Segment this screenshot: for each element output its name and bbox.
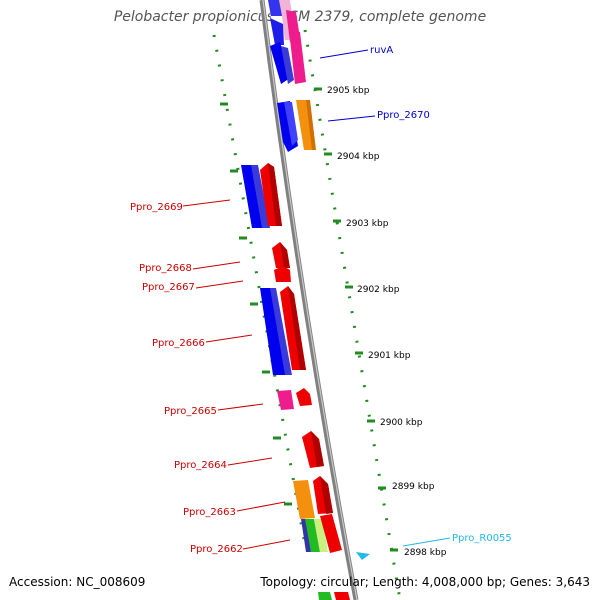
scale-label: 2898 kbp	[404, 548, 447, 558]
gene-labels: ruvA Ppro_2670 Ppro_2669 Ppro_2668 Ppro_…	[130, 45, 512, 555]
gene-Ppro_R0055	[356, 552, 370, 560]
gene-Ppro_2667	[274, 266, 291, 282]
label-leaders	[182, 49, 451, 550]
gene-Ppro_2665-pink	[277, 390, 294, 410]
gene-Ppro_2666-blue	[260, 288, 288, 375]
gene-Ppro_2662	[301, 519, 311, 552]
scale-label: 2903 kbp	[346, 219, 389, 229]
gene-label-Ppro_2667: Ppro_2667	[142, 282, 195, 293]
scale-label: 2905 kbp	[327, 86, 370, 96]
gene-label-ruvA: ruvA	[370, 45, 393, 56]
gene-label-Ppro_2668: Ppro_2668	[139, 263, 192, 274]
gene-label-Ppro_2666: Ppro_2666	[152, 338, 205, 349]
gene-features	[241, 0, 370, 600]
scale-label: 2900 kbp	[380, 418, 423, 428]
scale-label: 2899 kbp	[392, 482, 435, 492]
gene-Ppro_2665-red	[296, 388, 312, 406]
gene-label-Ppro_2669: Ppro_2669	[130, 202, 183, 213]
genome-summary-text: Topology: circular; Length: 4,008,000 bp…	[260, 575, 590, 589]
accession-text: Accession: NC_008609	[9, 575, 146, 589]
gene-Ppro_2663-orange	[293, 480, 315, 519]
scale-labels: 2905 kbp 2904 kbp 2903 kbp 2902 kbp 2901…	[327, 86, 447, 558]
scale-ticks	[220, 87, 398, 552]
gene-label-Ppro_2663: Ppro_2663	[183, 507, 236, 518]
gene-label-Ppro_2662: Ppro_2662	[190, 544, 243, 555]
gene-label-Ppro_2664: Ppro_2664	[174, 460, 227, 471]
gene-Ppro_2669-blue	[241, 165, 265, 228]
map-title: Pelobacter propionicus DSM 2379, complet…	[113, 9, 487, 25]
gene-label-Ppro_2665: Ppro_2665	[164, 406, 217, 417]
scale-label: 2902 kbp	[357, 285, 400, 295]
scale-label: 2901 kbp	[368, 351, 411, 361]
scale-label: 2904 kbp	[337, 152, 380, 162]
gene-ruvA	[270, 18, 284, 45]
outer-tick-lane	[303, 29, 402, 600]
gene-label-Ppro_R0055: Ppro_R0055	[452, 533, 512, 544]
gene-label-Ppro_2670: Ppro_2670	[377, 110, 430, 121]
genome-backbone	[259, 0, 359, 600]
